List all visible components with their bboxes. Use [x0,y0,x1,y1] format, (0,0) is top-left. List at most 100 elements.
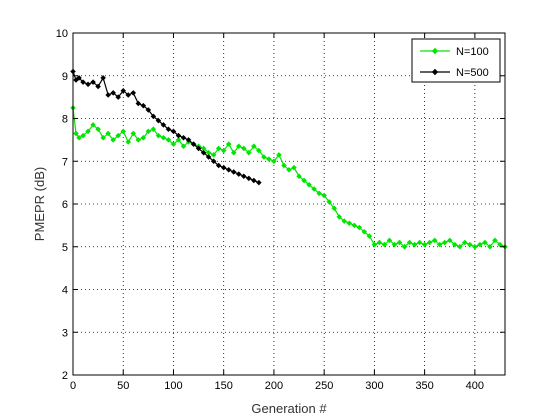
data-point [145,107,152,113]
data-point [225,141,232,147]
data-point [396,239,403,246]
data-point [416,239,423,246]
x-tick-label: 50 [117,380,129,392]
y-tick-label: 8 [62,114,68,126]
data-point [291,164,297,171]
data-point [215,162,222,169]
x-tick-label: 200 [265,380,283,392]
data-point [150,126,157,132]
series-line [72,71,260,184]
data-point [241,145,247,152]
data-point [170,141,177,147]
data-point [210,158,217,165]
data-point [446,237,453,244]
x-axis-label: Generation # [251,401,327,416]
data-point [487,243,493,250]
legend-box [411,38,501,83]
data-point [85,128,91,135]
data-point [326,199,332,205]
data-point [246,149,252,156]
data-point [356,224,363,231]
data-point [125,92,132,98]
data-point [230,169,237,175]
data-point [155,117,162,124]
data-point [431,237,438,244]
data-point [436,241,443,248]
x-tick-label: 100 [164,380,182,392]
data-point [276,152,282,158]
data-point [251,143,257,150]
data-point [175,137,182,143]
y-tick-label: 4 [62,285,68,297]
data-point [497,241,503,248]
data-point [105,92,111,98]
data-point [85,81,91,88]
data-point [346,220,353,227]
data-point [110,90,116,96]
data-point [467,241,473,248]
data-point [105,130,111,137]
data-point [411,241,418,248]
data-point [140,134,147,141]
data-point [301,177,307,184]
data-point [336,214,342,220]
data-point [165,137,172,143]
data-point [215,145,222,152]
data-point [135,100,142,107]
x-tick-label: 0 [70,380,76,392]
data-point [482,239,488,246]
data-point [110,137,116,143]
data-point [73,130,79,137]
data-point [155,132,162,139]
data-point [160,134,167,141]
x-tick-label: 300 [365,380,383,392]
data-point [236,143,242,150]
data-point [236,171,242,177]
y-tick-label: 9 [62,71,68,83]
data-point [130,130,137,137]
data-point [76,75,82,81]
data-point [150,113,157,120]
data-point [366,233,373,239]
data-point [175,132,182,139]
data-point [145,128,152,135]
data-point [321,192,327,199]
data-point [195,145,202,152]
data-point [200,149,207,156]
data-point [100,134,106,141]
data-point [271,158,277,165]
data-point [115,94,121,100]
data-point [306,181,312,188]
data-point [457,243,463,250]
data-point [95,126,101,132]
y-tick-label: 5 [62,242,68,254]
grid-lines [73,33,505,375]
data-point [73,77,79,83]
x-tick-label: 350 [415,380,433,392]
data-point [125,139,132,145]
data-point [120,87,126,94]
y-tick-label: 2 [62,370,68,382]
data-point [160,122,167,128]
data-point [241,173,247,179]
data-point [251,177,257,184]
y-tick-label: 6 [62,199,68,211]
data-point [281,162,287,169]
data-point [80,132,86,139]
data-point [361,229,368,235]
data-point [341,218,348,224]
data-point [261,154,267,160]
data-point [190,141,197,147]
data-point [165,126,172,132]
data-point [401,243,408,250]
data-point [220,164,227,171]
legend-label: N=500 [456,67,489,79]
legend-swatch-marker [431,47,439,55]
data-point [210,152,217,158]
x-tick-label: 250 [315,380,333,392]
x-tick-label: 150 [215,380,233,392]
data-point [266,156,272,162]
y-axis-label: PMEPR (dB) [32,167,47,241]
data-point [130,90,137,96]
